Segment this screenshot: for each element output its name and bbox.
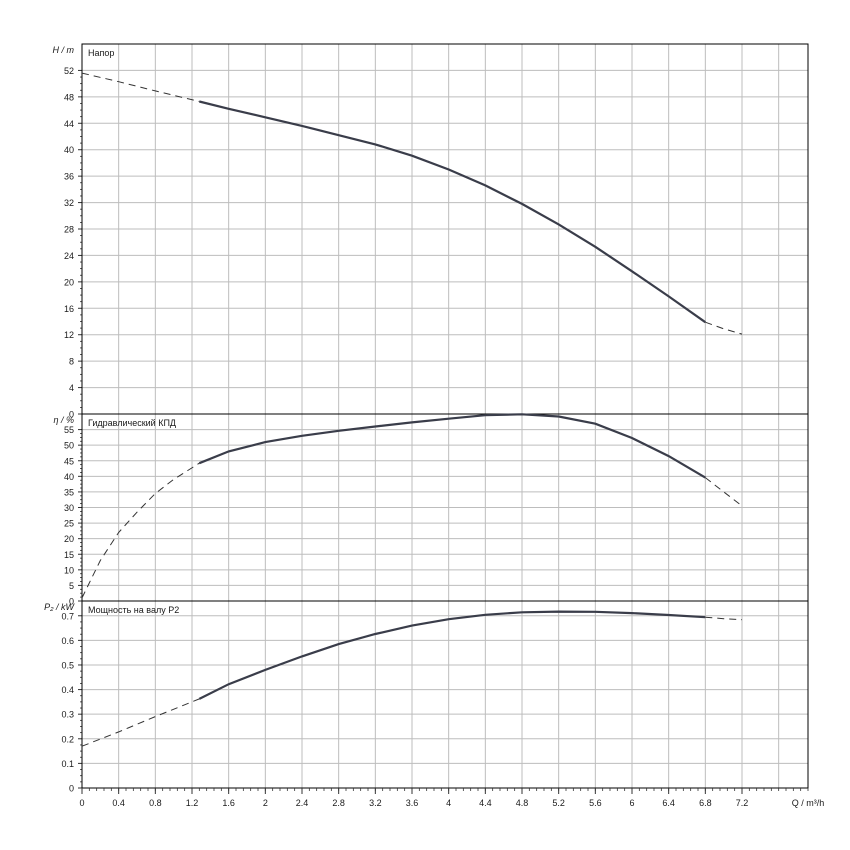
x-tick-label: 0 xyxy=(79,798,84,808)
y-tick-label: 16 xyxy=(64,304,74,314)
series-line-solid xyxy=(198,610,706,700)
y-tick-label: 4 xyxy=(69,383,74,393)
y-tick-label: 15 xyxy=(64,550,74,560)
y-tick-label: 12 xyxy=(64,330,74,340)
y-tick-label: 0.4 xyxy=(61,685,74,695)
y-tick-label: 40 xyxy=(64,145,74,155)
series-line-dashed-start xyxy=(81,698,200,747)
y-tick-label: 35 xyxy=(64,487,74,497)
y-axis-label: η / % xyxy=(53,415,74,425)
y-tick-label: 0 xyxy=(69,784,74,794)
y-tick-label: 28 xyxy=(64,225,74,235)
x-axis-label: Q / m³/h xyxy=(792,798,825,808)
y-tick-label: 52 xyxy=(64,66,74,76)
panel-title: Мощность на валу P2 xyxy=(88,605,179,615)
y-tick-label: 24 xyxy=(64,251,74,261)
x-tick-label: 7.2 xyxy=(736,798,749,808)
series-line-dashed-end xyxy=(704,477,743,507)
y-tick-label: 55 xyxy=(64,425,74,435)
y-tick-label: 0 xyxy=(69,410,74,420)
x-tick-label: 4 xyxy=(446,798,451,808)
y-tick-label: 0.3 xyxy=(61,710,74,720)
x-tick-label: 6.8 xyxy=(699,798,712,808)
panel-title: Напор xyxy=(88,48,114,58)
y-tick-label: 0 xyxy=(69,597,74,607)
panel-2: 0 5 10 15 20 25 30 35 40 45 50 55η / % Гидравлически… xyxy=(53,413,809,607)
x-tick-label: 0.4 xyxy=(112,798,125,808)
x-tick-label: 4.8 xyxy=(516,798,529,808)
panel-frame xyxy=(81,600,809,789)
series-line-dashed-start xyxy=(81,462,200,599)
x-tick-label: 1.2 xyxy=(186,798,199,808)
x-tick-label: 6 xyxy=(629,798,634,808)
x-tick-label: 3.2 xyxy=(369,798,382,808)
series-line-dashed-start xyxy=(81,72,200,102)
panel-3: 0 0.1 0.2 0.3 0.4 0.5 0.6 0.7P₂ / kW Мощность на… xyxy=(44,600,809,794)
y-tick-label: 40 xyxy=(64,472,74,482)
y-tick-label: 44 xyxy=(64,119,74,129)
y-tick-label: 5 xyxy=(69,581,74,591)
x-tick-label: 5.2 xyxy=(552,798,565,808)
series-line-dashed-end xyxy=(705,321,743,335)
y-axis-label: H / m xyxy=(53,45,75,55)
y-tick-label: 0.5 xyxy=(61,660,74,670)
y-tick-label: 20 xyxy=(64,277,74,287)
y-tick-label: 25 xyxy=(64,519,74,529)
x-tick-label: 1.6 xyxy=(222,798,235,808)
y-tick-label: 0.2 xyxy=(61,734,74,744)
y-tick-label: 8 xyxy=(69,357,74,367)
y-tick-label: 45 xyxy=(64,456,74,466)
y-tick-label: 0.1 xyxy=(61,759,74,769)
y-tick-label: 30 xyxy=(64,503,74,513)
y-tick-label: 32 xyxy=(64,198,74,208)
panel-title: Гидравлический КПД xyxy=(88,418,176,428)
x-tick-label: 4.4 xyxy=(479,798,492,808)
x-tick-label: 0.8 xyxy=(149,798,162,808)
y-tick-label: 0.6 xyxy=(61,636,74,646)
series-line-dashed-end xyxy=(705,616,743,621)
y-tick-label: 50 xyxy=(64,441,74,451)
x-tick-label: 2 xyxy=(263,798,268,808)
y-tick-label: 48 xyxy=(64,92,74,102)
series-line-solid xyxy=(198,413,706,479)
x-tick-label: 6.4 xyxy=(662,798,675,808)
series-line-solid xyxy=(199,100,706,324)
y-axis-label: P₂ / kW xyxy=(44,602,75,612)
x-tick-label: 2.4 xyxy=(296,798,309,808)
y-tick-label: 10 xyxy=(64,565,74,575)
y-tick-label: 20 xyxy=(64,534,74,544)
x-tick-label: 5.6 xyxy=(589,798,602,808)
x-axis: 0 0.4 0.8 1.2 1.6 2 2.4 2.8 3.2 3.6 4 4.4 4.8 5.2 5.6 6… xyxy=(79,788,824,808)
y-tick-label: 0.7 xyxy=(61,611,74,621)
x-tick-label: 3.6 xyxy=(406,798,419,808)
y-tick-label: 36 xyxy=(64,172,74,182)
x-tick-label: 2.8 xyxy=(332,798,345,808)
